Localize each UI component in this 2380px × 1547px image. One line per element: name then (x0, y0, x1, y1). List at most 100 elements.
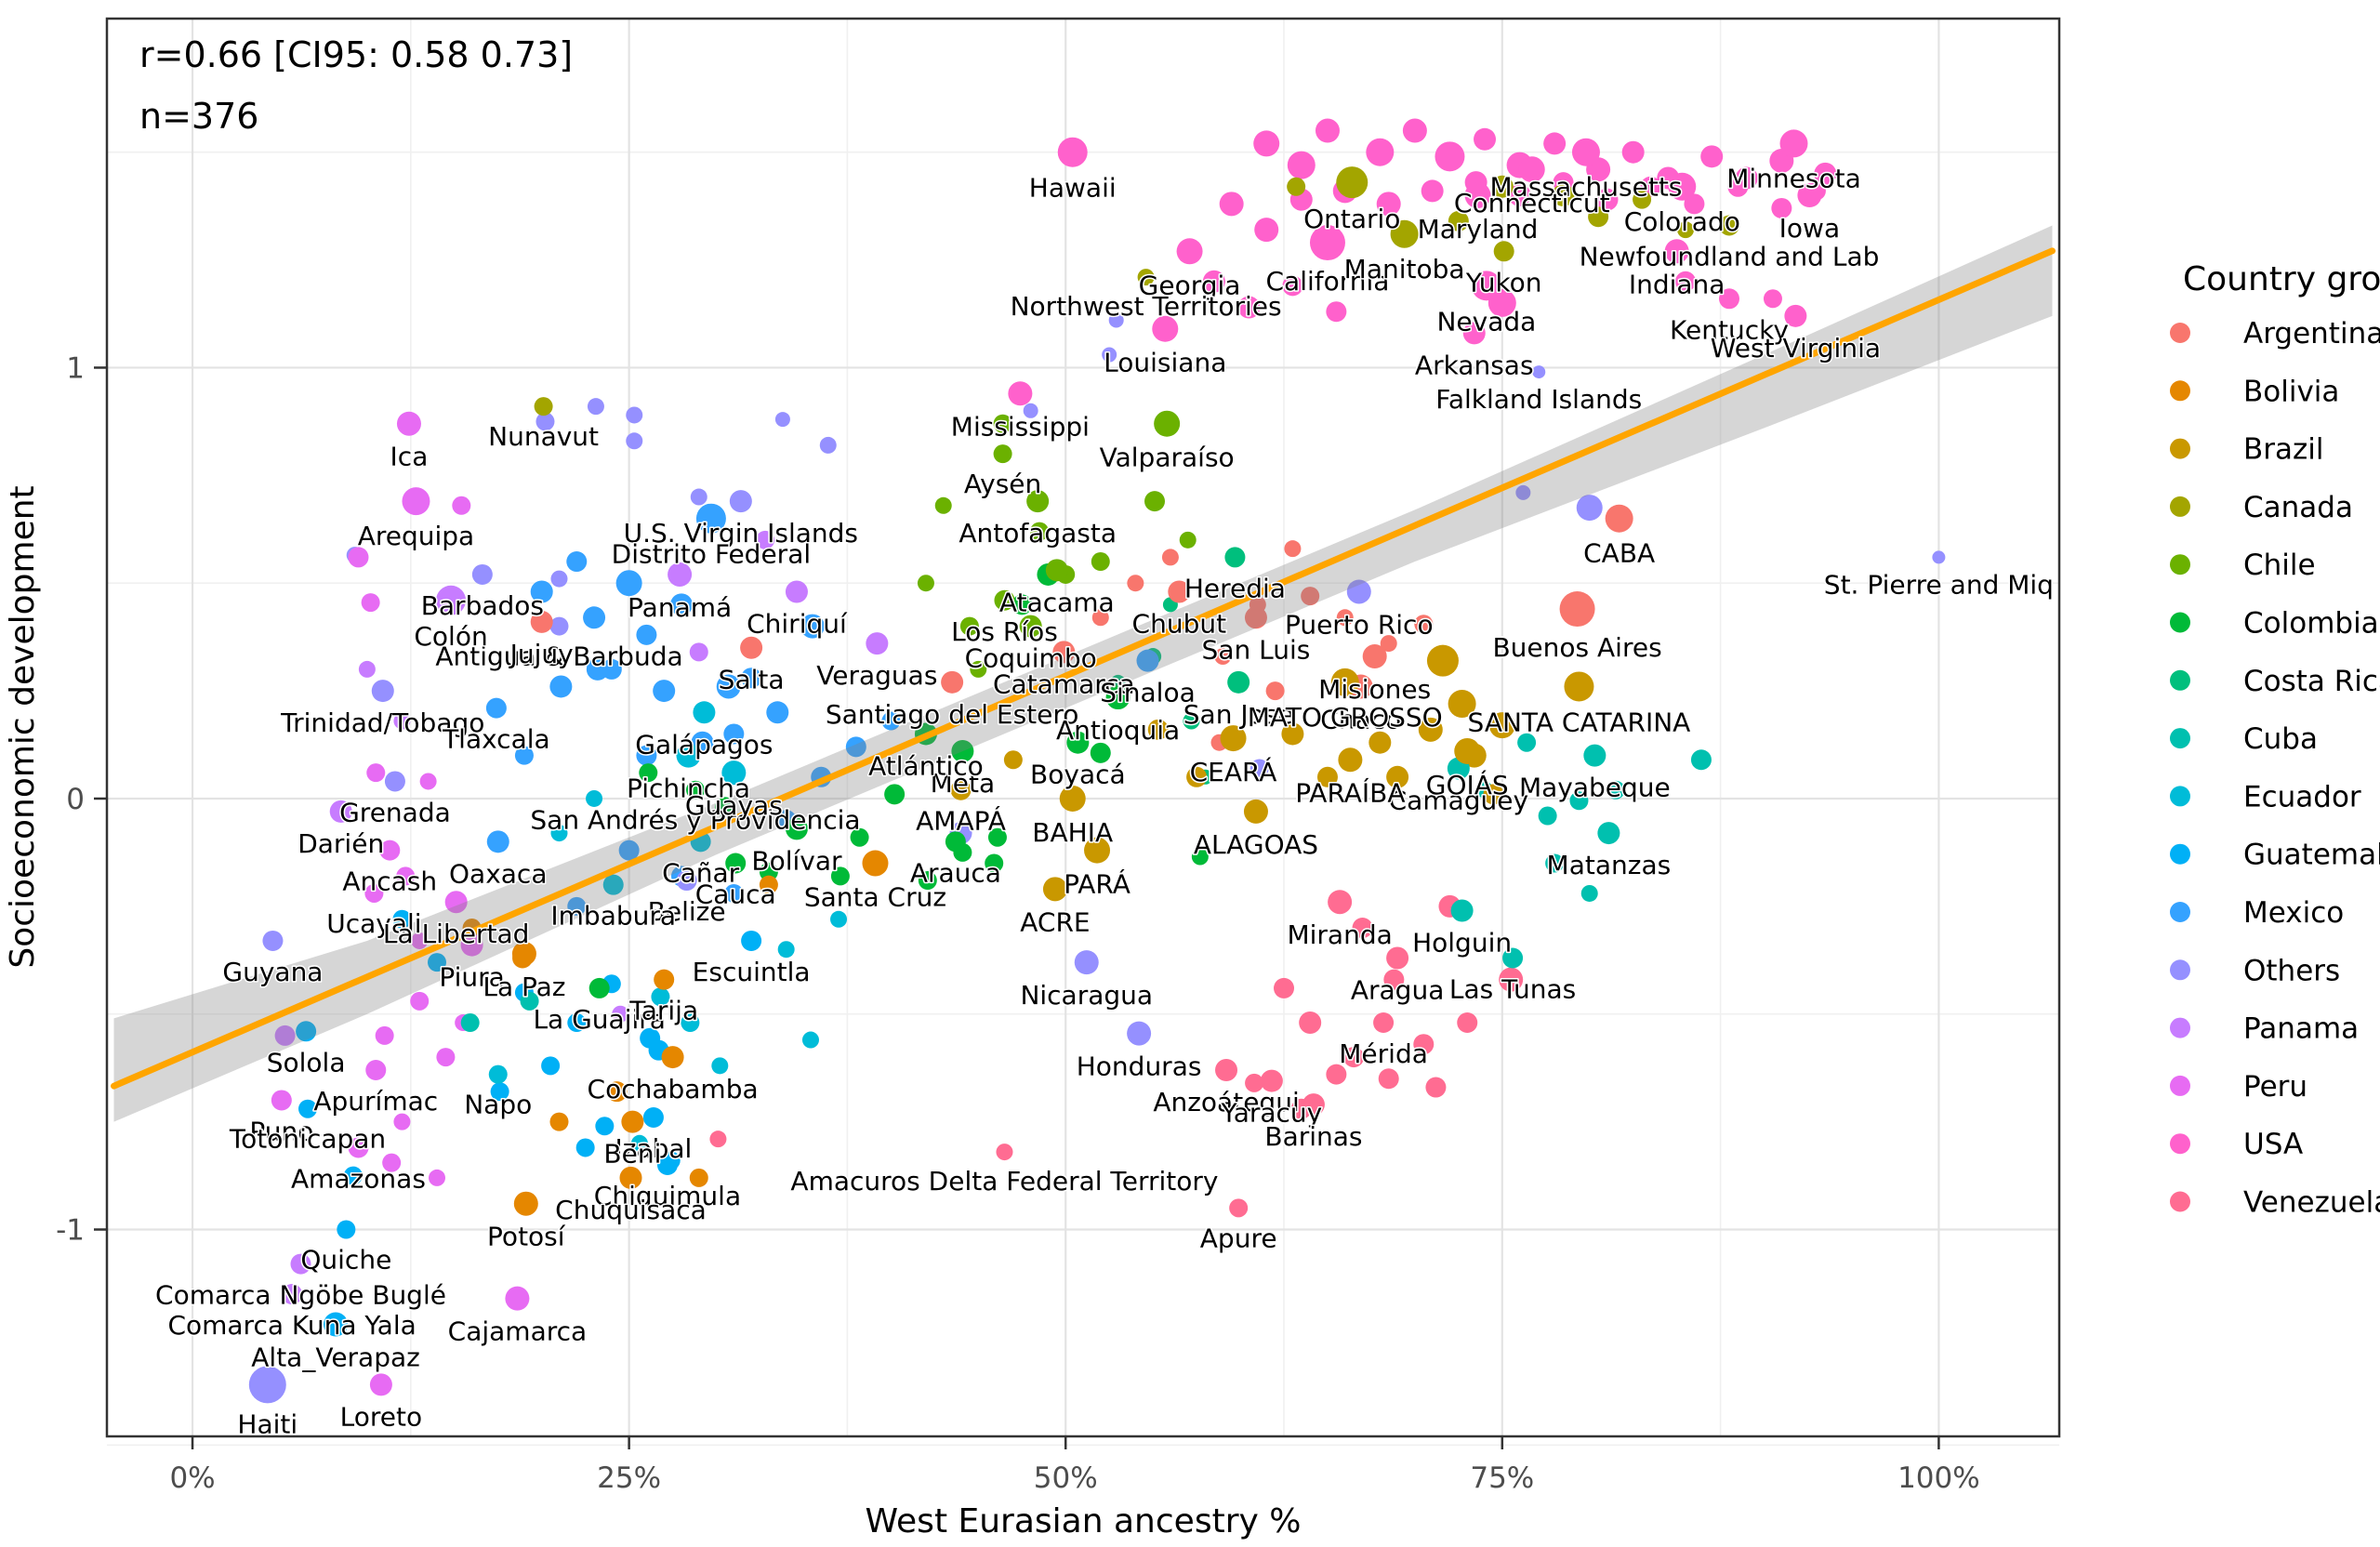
data-point (785, 580, 808, 603)
point-label: Cañar (662, 857, 740, 888)
point-label: Minnesota (1726, 163, 1861, 193)
data-point (566, 551, 588, 573)
data-point (1797, 183, 1822, 208)
data-point (348, 547, 369, 568)
data-point (550, 570, 568, 588)
data-point (396, 866, 416, 886)
data-point (1042, 877, 1067, 902)
data-point (1771, 197, 1792, 218)
point-label: Chiriquí (747, 608, 848, 639)
point-label: Apure (1200, 1223, 1277, 1253)
point-label: Puerto Rico (1285, 609, 1434, 640)
data-point (830, 866, 850, 886)
point-label: Manitoba (1344, 254, 1465, 284)
point-label: Trinidad/Tobago (280, 707, 484, 738)
data-point (714, 797, 735, 818)
data-point (996, 1144, 1013, 1161)
legend-swatch (2170, 1017, 2190, 1038)
data-point (534, 397, 553, 416)
legend-item-label: Colombia (2243, 607, 2379, 641)
legend-swatch (2170, 669, 2190, 691)
data-point (1282, 275, 1303, 297)
data-point (993, 444, 1012, 464)
point-label: Tarija (628, 996, 698, 1026)
data-point (375, 1025, 394, 1045)
data-point (669, 593, 693, 616)
data-point (1336, 166, 1368, 199)
point-label: Salta (719, 665, 785, 695)
point-label: Apurímac (313, 1086, 438, 1117)
data-point (1023, 403, 1038, 418)
data-point (676, 743, 701, 768)
x-axis-title: West Eurasian ancestry % (866, 1502, 1302, 1540)
y-axis-title: Socioeconomic development (4, 485, 42, 968)
data-point (296, 1021, 317, 1042)
data-point (866, 632, 889, 655)
data-point (668, 562, 693, 587)
data-point (1326, 301, 1347, 323)
data-point (1091, 609, 1109, 627)
data-point (262, 930, 284, 951)
data-point (1402, 118, 1427, 143)
legend-swatch (2170, 786, 2190, 807)
data-point (1168, 580, 1191, 603)
point-label: Antofagasta (959, 518, 1117, 549)
data-point (1274, 977, 1295, 998)
data-point (1328, 890, 1353, 915)
point-label: Nevada (1436, 306, 1536, 337)
data-point (1605, 504, 1633, 533)
point-label: Cajamarca (448, 1316, 588, 1347)
data-point (1336, 609, 1354, 627)
point-label: La Paz (483, 972, 565, 1002)
point-label: Arauca (910, 857, 1001, 888)
point-label: Chuquisaca (555, 1195, 707, 1225)
data-point (1326, 1064, 1347, 1085)
data-point (550, 825, 568, 842)
data-point (1108, 312, 1124, 328)
point-label: U.S. Virgin Islands (624, 518, 858, 549)
point-label: California (1265, 266, 1389, 297)
data-point (343, 1166, 363, 1185)
data-point (1316, 766, 1338, 787)
legend-swatch (2170, 380, 2190, 402)
data-point (1301, 587, 1320, 606)
data-point (1362, 644, 1387, 669)
point-label: Quiche (300, 1245, 391, 1276)
data-point (1147, 719, 1169, 740)
point-label: Amacuros Delta Federal Territory (790, 1166, 1218, 1197)
data-point (934, 496, 952, 514)
legend-swatch (2170, 1075, 2190, 1096)
data-point (1488, 712, 1515, 739)
data-point (1518, 156, 1545, 183)
point-label: Barinas (1264, 1121, 1362, 1152)
data-point (766, 701, 789, 724)
point-label: Kentucky (1670, 314, 1789, 345)
point-label: Heredia (1184, 573, 1286, 603)
point-label: Louisiana (1104, 348, 1226, 378)
point-label: Izabal (615, 1133, 693, 1164)
y-tick-label: 0 (66, 783, 85, 816)
data-point (690, 488, 707, 506)
point-label: Arequipa (358, 521, 475, 551)
data-point (595, 1117, 615, 1136)
data-point (724, 883, 744, 903)
data-point (1457, 1012, 1478, 1034)
data-point (410, 991, 430, 1011)
point-label: Sinaloa (1100, 678, 1196, 708)
legend-swatch (2170, 1191, 2190, 1212)
data-point (785, 817, 808, 840)
data-point (630, 1134, 648, 1152)
data-point (488, 1064, 508, 1084)
data-point (549, 675, 573, 698)
data-point (653, 680, 676, 703)
data-point (1309, 225, 1345, 261)
data-point (365, 1060, 387, 1081)
data-point (774, 412, 790, 428)
data-point (1154, 410, 1181, 437)
data-point (1483, 784, 1504, 805)
point-label: Jujuy (509, 639, 574, 669)
point-label: Loreto (340, 1401, 422, 1432)
data-point (1425, 1077, 1447, 1098)
